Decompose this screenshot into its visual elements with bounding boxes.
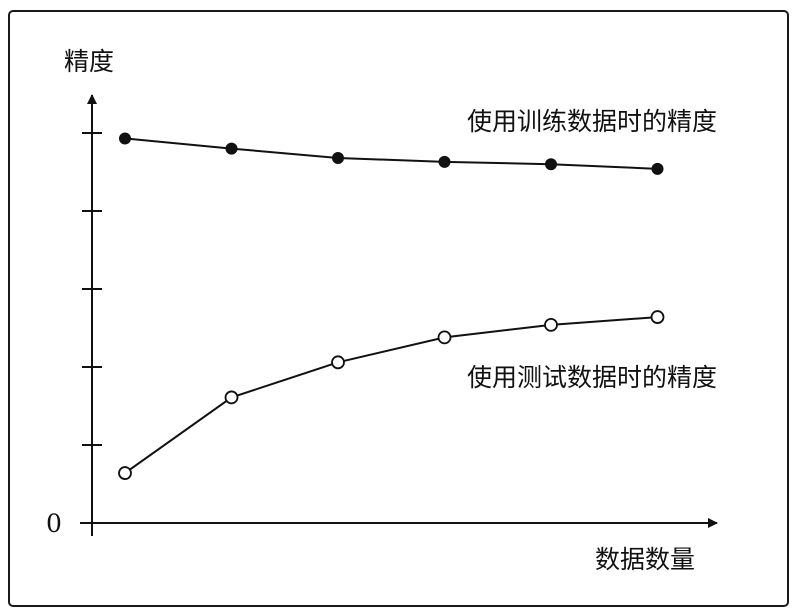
data-point-train-4: [438, 155, 451, 168]
series-line-train: [124, 137, 658, 170]
data-point-test-3: [331, 355, 345, 370]
data-point-train-2: [225, 142, 238, 155]
series-line-test: [124, 316, 658, 474]
series-layer: [118, 132, 665, 480]
data-point-test-4: [437, 330, 452, 345]
data-point-test-5: [544, 317, 558, 332]
series-test: [118, 310, 665, 480]
series-label-test: 使用测试数据时的精度: [467, 363, 717, 392]
data-point-train-3: [332, 151, 344, 164]
data-point-test-1: [118, 466, 132, 480]
data-point-test-2: [224, 390, 239, 405]
chart-frame: [8, 10, 789, 607]
series-train: [119, 132, 664, 175]
data-point-test-6: [650, 310, 665, 324]
y-ticks: [82, 132, 102, 446]
axes: [80, 94, 718, 536]
data-point-train-5: [545, 158, 557, 171]
data-point-train-6: [651, 162, 664, 175]
x-axis-label: 数据数量: [595, 545, 695, 574]
series-labels: 使用训练数据时的精度 使用测试数据时的精度: [467, 107, 717, 392]
series-label-train: 使用训练数据时的精度: [467, 107, 717, 136]
data-point-train-1: [119, 132, 131, 145]
y-axis-label: 精度: [64, 47, 114, 76]
origin-label: 0: [46, 509, 62, 538]
